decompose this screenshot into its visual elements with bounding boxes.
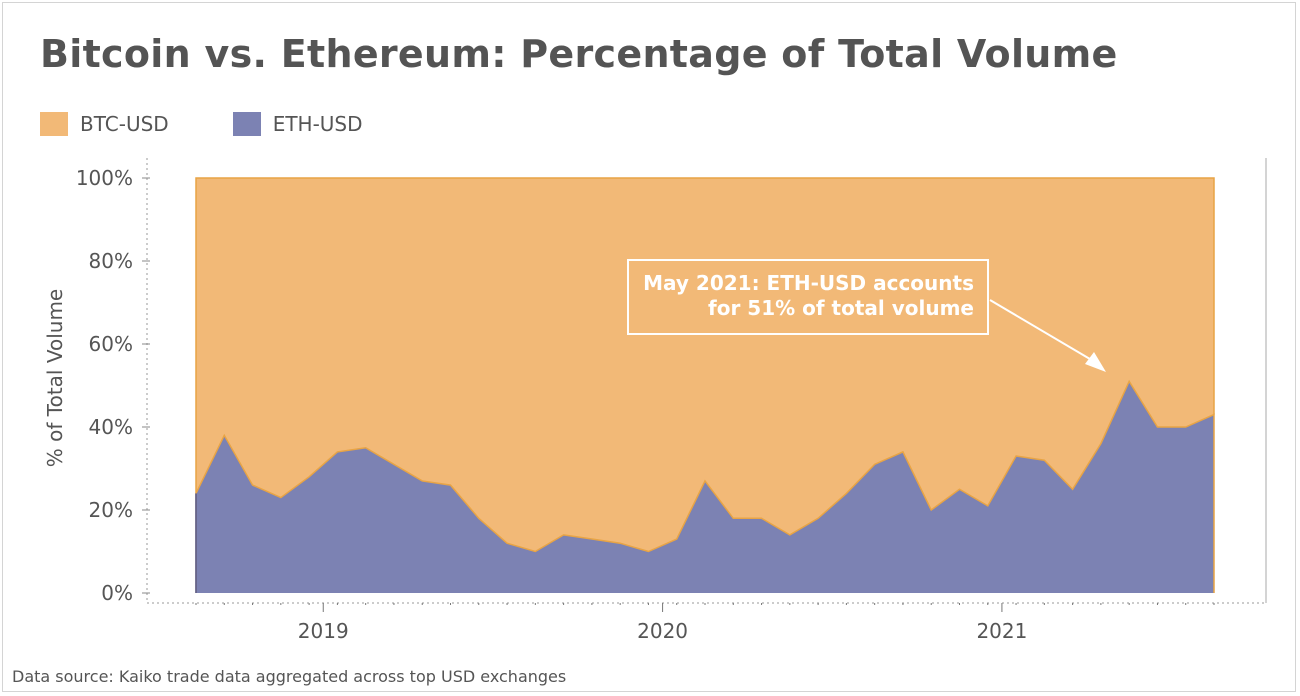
btc-usd-top-line xyxy=(195,177,1215,593)
y-tick-label: 80% xyxy=(89,249,133,273)
y-tick-label: 20% xyxy=(89,498,133,522)
annotation-line-1: May 2021: ETH-USD accounts xyxy=(643,271,974,295)
legend-item-eth[interactable]: ETH-USD xyxy=(232,112,363,136)
legend: BTC-USD ETH-USD xyxy=(40,112,427,136)
axes-layer xyxy=(146,158,1267,604)
annotation: May 2021: ETH-USD accounts for 51% of to… xyxy=(627,259,1106,372)
eth-usd-line xyxy=(195,379,1215,593)
legend-item-btc[interactable]: BTC-USD xyxy=(40,112,169,136)
btc-usd-area[interactable] xyxy=(196,178,1214,552)
y-tick-label: 0% xyxy=(101,581,133,605)
annotation-arrow-head xyxy=(1085,352,1106,372)
y-axis-label: % of Total Volume xyxy=(43,289,67,467)
y-tick-label: 100% xyxy=(76,166,133,190)
data-source-note: Data source: Kaiko trade data aggregated… xyxy=(12,667,567,686)
legend-swatch-eth xyxy=(232,112,261,136)
eth-usd-area[interactable] xyxy=(196,381,1214,593)
annotation-line-2: for 51% of total volume xyxy=(708,296,974,320)
chart-title: Bitcoin vs. Ethereum: Percentage of Tota… xyxy=(40,32,1118,76)
legend-swatch-btc xyxy=(40,112,68,136)
legend-label-eth: ETH-USD xyxy=(272,112,363,136)
x-tick-label: 2021 xyxy=(976,619,1027,643)
tick-layer: 0% 20% 40% 60% 80% 100% 2019 2020 2021 xyxy=(76,166,1215,643)
x-tick-label: 2019 xyxy=(298,619,349,643)
y-tick-label: 40% xyxy=(89,415,133,439)
annotation-arrow-shaft xyxy=(989,299,1096,363)
y-tick-label: 60% xyxy=(89,332,133,356)
x-tick-label: 2020 xyxy=(637,619,688,643)
annotation-box xyxy=(627,259,989,335)
legend-label-btc: BTC-USD xyxy=(80,112,169,136)
